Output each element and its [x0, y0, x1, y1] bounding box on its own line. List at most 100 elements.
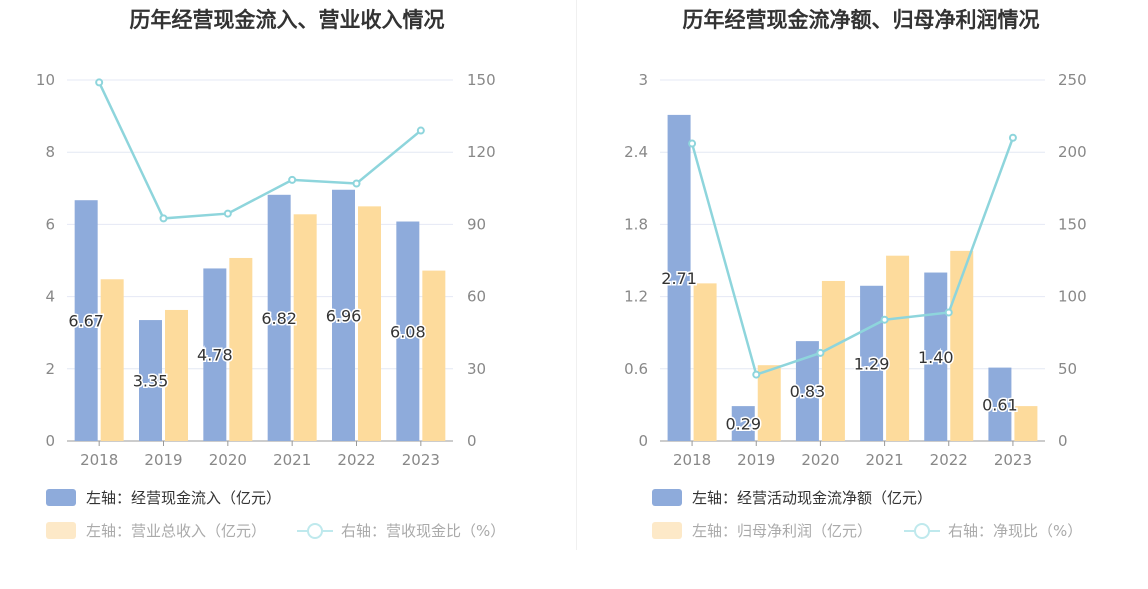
left-axis-tick-label: 0.6	[624, 360, 648, 378]
bar-data-label: 6.67	[68, 312, 104, 331]
bar-series-2	[229, 257, 253, 441]
bar-data-label: 0.61	[982, 395, 1018, 414]
bar-series-1	[731, 406, 755, 441]
left-axis-tick-label: 1.8	[624, 215, 648, 233]
legend-label: 左轴：归母净利润（亿元）	[692, 522, 873, 540]
right-axis-tick-label: 0	[467, 432, 477, 450]
left-axis-tick-label: 2.4	[624, 143, 648, 161]
bar-series-2	[422, 270, 446, 441]
right-axis-tick-label: 50	[1058, 360, 1077, 378]
legend-item-series-2[interactable]: 左轴：归母净利润（亿元）	[652, 520, 872, 541]
line-point	[880, 315, 889, 324]
right-axis-tick-label: 100	[1058, 288, 1087, 306]
x-axis-tick-label: 2019	[737, 451, 775, 469]
x-axis-tick-label: 2022	[930, 451, 968, 469]
bar-series-1	[396, 221, 420, 441]
legend-label: 左轴：经营活动现金流净额（亿元）	[692, 489, 933, 507]
bar-data-label: 0.29	[725, 415, 761, 434]
chart-panel-left: 历年经营现金流入、营业收入情况 0 2 4 6 8 10 0 30 60 90 120 150 2018…	[36, 8, 505, 541]
line-point	[816, 348, 825, 357]
legend-swatch-bar	[46, 489, 76, 506]
legend-item-series-2[interactable]: 左轴：营业总收入（亿元）	[46, 520, 266, 541]
legend-swatch-bar	[46, 522, 76, 539]
legend-line-marker-icon	[904, 522, 940, 539]
legend-item-series-3[interactable]: 右轴：营收现金比（%）	[297, 520, 505, 541]
line-point	[688, 139, 697, 148]
bar-series-2	[100, 279, 124, 441]
panel-divider	[576, 0, 577, 550]
right-axis-tick-label: 250	[1058, 71, 1087, 89]
bar-series-2	[1014, 406, 1038, 441]
line-point	[752, 370, 761, 379]
legend-label: 右轴：营收现金比（%）	[341, 522, 506, 540]
x-axis-tick-label: 2019	[144, 451, 182, 469]
bar-series-2	[358, 206, 381, 441]
bar-data-label: 4.78	[197, 346, 233, 365]
right-axis-tick-label: 90	[467, 215, 486, 233]
bar-data-label: 0.83	[790, 382, 826, 401]
bar-series-2	[693, 283, 717, 441]
x-axis-tick-label: 2018	[80, 451, 118, 469]
bar-series-2	[293, 214, 317, 441]
chart-title: 历年经营现金流入、营业收入情况	[129, 8, 445, 32]
bar-data-label: 1.40	[918, 348, 954, 367]
x-axis-tick-label: 2020	[209, 451, 247, 469]
bar-series-2	[886, 255, 910, 441]
right-axis-tick-label: 60	[467, 288, 486, 306]
right-axis-tick-label: 150	[1058, 215, 1087, 233]
bar-series-1	[74, 200, 98, 441]
legend-label: 左轴：经营现金流入（亿元）	[86, 489, 282, 507]
line-point	[223, 209, 232, 218]
bar-series-2	[165, 309, 188, 441]
bar-data-label: 6.08	[390, 322, 426, 341]
chart-title: 历年经营现金流净额、归母净利润情况	[682, 8, 1040, 32]
bar-data-label: 1.29	[854, 354, 890, 373]
x-axis-tick-label: 2020	[801, 451, 839, 469]
left-axis-tick-label: 4	[45, 288, 55, 306]
left-axis-tick-label: 8	[45, 143, 55, 161]
left-axis-tick-label: 2	[45, 360, 55, 378]
bar-data-label: 2.71	[661, 269, 697, 288]
left-axis-tick-label: 0	[45, 432, 55, 450]
right-axis-tick-label: 120	[467, 143, 496, 161]
right-axis-tick-label: 30	[467, 360, 486, 378]
left-axis-tick-label: 10	[36, 71, 55, 89]
line-point	[944, 308, 953, 317]
left-axis-tick-label: 3	[638, 71, 648, 89]
bar-series-1	[267, 194, 291, 441]
bar-series-1	[667, 114, 691, 441]
legend-item-series-3[interactable]: 右轴：净现比（%）	[904, 520, 1082, 541]
line-point	[95, 78, 104, 87]
bar-series-1	[332, 189, 355, 441]
bar-series-1	[795, 341, 819, 441]
left-axis-tick-label: 0	[638, 432, 648, 450]
bar-series-2	[821, 280, 845, 441]
line-point	[1008, 133, 1017, 142]
chart-svg: 0 0.6 1.2 1.8 2.4 3 0 50 100 150 200 250 2018 2019 202…	[624, 71, 1087, 469]
x-axis-tick-label: 2018	[673, 451, 711, 469]
line-point	[416, 126, 425, 135]
bar-series-2	[950, 250, 974, 441]
x-axis-tick-label: 2023	[994, 451, 1032, 469]
bar-series-1	[203, 268, 227, 441]
legend-swatch-bar	[652, 522, 682, 539]
left-axis-tick-label: 6	[45, 215, 55, 233]
x-axis-tick-label: 2022	[337, 451, 375, 469]
bar-series-1	[139, 320, 162, 441]
line-series	[98, 81, 422, 220]
legend-item-series-1[interactable]: 左轴：经营活动现金流净额（亿元）	[652, 487, 932, 508]
chart-svg: 0 2 4 6 8 10 0 30 60 90 120 150 2018 2019 2020 2021 2022…	[36, 71, 496, 469]
right-axis-tick-label: 200	[1058, 143, 1087, 161]
bar-series-2	[757, 365, 781, 441]
legend-swatch-bar	[652, 489, 682, 506]
legend-label: 左轴：营业总收入（亿元）	[86, 522, 267, 540]
x-axis-tick-label: 2021	[273, 451, 311, 469]
legend-label: 右轴：净现比（%）	[948, 522, 1083, 540]
line-series	[690, 137, 1015, 377]
legend-line-marker-icon	[297, 522, 333, 539]
chart-panel-right: 历年经营现金流净额、归母净利润情况 0 0.6 1.2 1.8 2.4 3 0 50 100 15…	[574, 0, 1148, 589]
right-axis-tick-label: 0	[1058, 432, 1068, 450]
legend-item-series-1[interactable]: 左轴：经营现金流入（亿元）	[46, 487, 281, 508]
x-axis-tick-label: 2023	[402, 451, 440, 469]
bar-data-label: 3.35	[133, 372, 169, 391]
